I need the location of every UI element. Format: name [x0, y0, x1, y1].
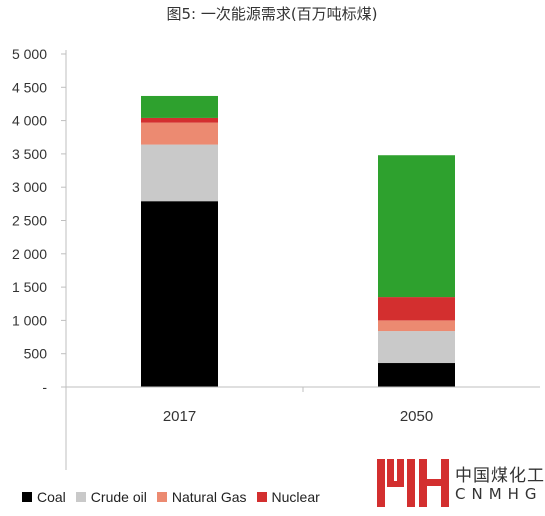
legend-swatch	[22, 492, 32, 502]
bar-segment-2017-coal	[141, 201, 218, 387]
y-tick-label: 1 500	[12, 279, 47, 295]
y-tick-label: 4 000	[12, 113, 47, 129]
bar-segment-2017-series-5	[141, 95, 218, 118]
bar-segment-2050-crude-oil	[378, 331, 455, 364]
bars	[141, 95, 455, 387]
legend-label: Natural Gas	[171, 489, 247, 505]
legend: Coal Crude oil Natural Gas Nuclear	[22, 487, 320, 507]
legend-item: Natural Gas	[156, 489, 247, 505]
x-axis: 2017 2050	[66, 386, 540, 425]
watermark-cn: 中国煤化工	[455, 466, 545, 486]
y-axis: - 500 1 000 1 500 2 000 2 500 3 000 3 500 4 000 4…	[12, 46, 67, 470]
legend-swatch	[156, 492, 167, 502]
bar-segment-2017-nuclear	[141, 117, 218, 123]
watermark-en: CNMHG	[455, 485, 543, 503]
legend-item: Crude oil	[75, 489, 147, 505]
y-tick-label: 3 500	[12, 146, 47, 162]
y-tick-label: -	[42, 379, 47, 395]
y-tick-label: 1 000	[12, 312, 47, 328]
watermark-logo: 中国煤化工 CNMHG	[375, 455, 545, 511]
legend-item: Nuclear	[256, 489, 320, 505]
logo-mark-icon	[377, 459, 449, 507]
bar-segment-2050-natural-gas	[378, 320, 455, 332]
y-tick-label: 2 000	[12, 246, 47, 262]
bar-segment-2050-nuclear	[378, 297, 455, 321]
legend-swatch	[256, 492, 267, 502]
legend-label: Nuclear	[271, 489, 320, 505]
bar-segment-2050-series-5	[378, 155, 455, 298]
legend-label: Coal	[37, 489, 66, 505]
legend-item: Coal	[22, 489, 66, 505]
legend-label: Crude oil	[90, 489, 147, 505]
bar-segment-2017-natural-gas	[141, 122, 218, 145]
y-tick-label: 4 500	[12, 79, 47, 95]
y-tick-label: 2 500	[12, 213, 47, 229]
x-tick-label: 2050	[400, 408, 433, 425]
bar-segment-2050-coal	[378, 363, 455, 387]
x-tick-label: 2017	[163, 408, 196, 425]
y-tick-label: 500	[24, 346, 48, 362]
legend-swatch	[75, 492, 86, 502]
chart-title: 图5: 一次能源需求(百万吨标煤)	[166, 5, 377, 23]
bar-segment-2017-crude-oil	[141, 144, 218, 202]
y-tick-label: 5 000	[12, 46, 47, 62]
y-tick-label: 3 000	[12, 179, 47, 195]
